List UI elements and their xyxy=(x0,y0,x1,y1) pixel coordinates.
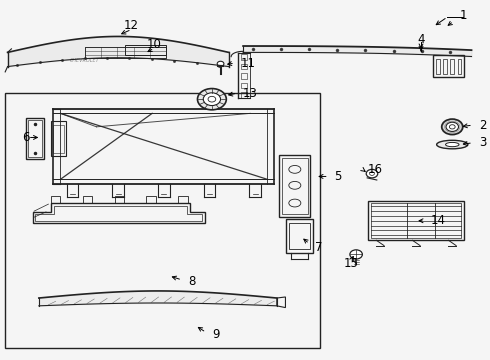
Bar xyxy=(287,219,313,253)
Ellipse shape xyxy=(445,143,459,147)
Text: 13: 13 xyxy=(243,87,258,100)
Circle shape xyxy=(197,89,226,110)
Text: 5: 5 xyxy=(335,170,342,183)
Bar xyxy=(282,158,308,215)
Bar xyxy=(241,73,247,79)
Circle shape xyxy=(441,119,463,135)
Bar xyxy=(241,64,247,69)
Bar xyxy=(51,196,60,203)
Text: 4: 4 xyxy=(417,33,425,46)
Circle shape xyxy=(366,169,378,178)
Text: 11: 11 xyxy=(241,57,256,69)
Bar xyxy=(26,118,44,159)
Bar xyxy=(51,121,66,156)
Bar xyxy=(125,45,166,55)
Text: 1: 1 xyxy=(460,9,467,22)
Text: 9: 9 xyxy=(212,328,220,341)
Bar xyxy=(371,203,462,238)
Bar xyxy=(84,47,166,58)
Text: 2: 2 xyxy=(479,118,486,131)
Text: 3: 3 xyxy=(479,136,486,149)
Bar xyxy=(450,59,454,74)
Bar xyxy=(28,120,42,157)
Text: 7: 7 xyxy=(315,241,323,254)
Circle shape xyxy=(446,122,459,131)
Bar xyxy=(443,59,447,74)
Bar xyxy=(115,196,124,203)
Bar xyxy=(5,93,320,348)
Circle shape xyxy=(350,250,363,259)
Bar xyxy=(458,59,462,74)
Text: CHEVROLET: CHEVROLET xyxy=(70,58,99,63)
Bar xyxy=(83,196,92,203)
Text: 16: 16 xyxy=(368,163,383,176)
Bar xyxy=(178,196,188,203)
Bar xyxy=(147,196,156,203)
Bar xyxy=(241,92,247,98)
Circle shape xyxy=(217,61,224,66)
Text: 12: 12 xyxy=(124,19,139,32)
Circle shape xyxy=(203,93,220,105)
Ellipse shape xyxy=(437,140,468,149)
Bar xyxy=(436,59,440,74)
Text: 15: 15 xyxy=(344,257,359,270)
Bar xyxy=(289,222,310,249)
Bar xyxy=(433,55,465,77)
Bar xyxy=(368,201,465,240)
Text: 6: 6 xyxy=(22,131,29,144)
Bar xyxy=(53,125,64,153)
Text: 10: 10 xyxy=(147,38,162,51)
Text: 8: 8 xyxy=(188,275,195,288)
Text: 14: 14 xyxy=(431,214,445,227)
Bar xyxy=(241,82,247,88)
Bar xyxy=(241,54,247,60)
Bar xyxy=(279,155,311,217)
